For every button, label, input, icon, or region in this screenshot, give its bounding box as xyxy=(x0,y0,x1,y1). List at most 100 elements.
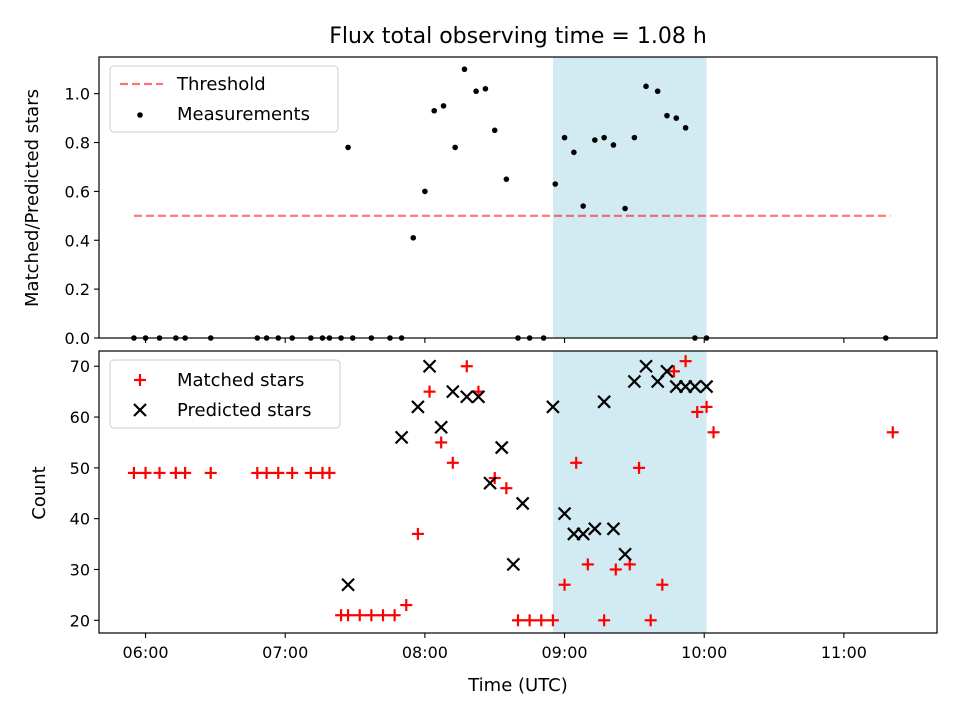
matched-star-marker xyxy=(179,466,192,479)
x-tick-label: 06:00 xyxy=(123,643,169,662)
predicted-star-marker xyxy=(471,389,486,404)
measurement-point xyxy=(461,66,468,73)
matched-star-marker xyxy=(388,609,401,622)
matched-legend-swatch xyxy=(134,374,146,386)
measurement-point xyxy=(440,103,447,109)
predicted-marker-b xyxy=(471,389,486,404)
predicted-star-marker xyxy=(494,440,509,455)
predicted-star-marker xyxy=(618,547,632,562)
x-axis-label: Time (UTC) xyxy=(467,675,568,696)
predicted-marker-b xyxy=(394,430,409,445)
matched-star-marker xyxy=(411,527,424,540)
measurement-point xyxy=(473,88,479,95)
matched-star-marker xyxy=(435,436,448,449)
matched-star-marker xyxy=(260,466,273,479)
predicted-marker-b xyxy=(446,384,460,399)
top-shaded-region xyxy=(552,57,707,338)
measurements-legend-swatch xyxy=(137,112,143,118)
matched-star-marker xyxy=(204,466,217,479)
predicted-star-marker xyxy=(460,389,474,404)
predicted-star-marker xyxy=(688,379,702,394)
top-y-tick-label: 0.6 xyxy=(65,182,90,201)
matched-star-marker xyxy=(679,355,692,368)
matched-star-marker xyxy=(342,609,355,622)
measurement-point xyxy=(345,144,351,151)
measurement-point xyxy=(552,181,559,187)
measurement-point xyxy=(631,134,638,141)
predicted-legend-label: Predicted stars xyxy=(177,400,311,421)
x-tick-label: 11:00 xyxy=(821,643,867,662)
bottom-legend: Matched stars Predicted stars xyxy=(109,359,341,429)
predicted-marker-b xyxy=(606,522,621,536)
matched-star-marker xyxy=(365,609,378,622)
predicted-star-marker xyxy=(627,374,642,389)
predicted-star-marker xyxy=(557,506,572,521)
measurement-point xyxy=(452,144,458,151)
top-plot-frame xyxy=(98,56,938,339)
predicted-star-marker xyxy=(434,420,448,434)
predicted-star-marker xyxy=(588,522,602,536)
measurement-point xyxy=(673,115,680,121)
matched-star-marker xyxy=(570,456,583,469)
top-y-tick-label: 0.0 xyxy=(65,329,90,348)
bottom-y-tick-label: 40 xyxy=(70,510,90,529)
top-y-tick-label: 0.4 xyxy=(65,231,90,250)
predicted-star-marker xyxy=(606,522,621,536)
matched-star-marker xyxy=(886,426,899,439)
matched-star-marker xyxy=(323,466,336,479)
measurement-point xyxy=(643,83,649,90)
matched-star-marker xyxy=(656,578,669,591)
predicted-marker-b xyxy=(660,364,674,379)
matched-star-marker xyxy=(139,466,152,479)
predicted-star-marker xyxy=(422,359,437,374)
measurement-point xyxy=(580,203,586,209)
chart-title: Flux total observing time = 1.08 h xyxy=(329,24,707,49)
x-tick-label: 07:00 xyxy=(262,643,308,662)
x-tick-label: 09:00 xyxy=(542,643,588,662)
measurement-point xyxy=(561,134,568,141)
matched-star-marker xyxy=(667,365,680,378)
predicted-star-marker xyxy=(515,496,530,511)
matched-star-marker xyxy=(286,466,299,479)
measurement-point xyxy=(664,112,670,119)
predicted-marker-b xyxy=(618,547,632,562)
measurement-point xyxy=(571,149,577,156)
matched-star-marker xyxy=(512,614,524,627)
measurement-point xyxy=(503,176,510,182)
top-legend-box xyxy=(109,65,339,133)
matched-star-marker xyxy=(598,614,611,627)
matched-star-marker xyxy=(446,456,459,469)
top-y-tick-label: 1.0 xyxy=(65,85,90,104)
top-y-tick-label: 0.2 xyxy=(65,280,90,299)
top-legend: Threshold Measurements xyxy=(109,65,339,133)
measurement-point xyxy=(410,235,417,241)
matched-star-marker xyxy=(535,614,548,627)
bottom-y-axis-label: Count xyxy=(29,466,50,519)
bottom-axis-ticks: 20 30 40 50 60 70 06:00 07:00 08:00 09:00 10:00 11:… xyxy=(70,357,867,662)
top-axis-ticks: 0.0 0.2 0.4 0.6 0.8 1.0 xyxy=(65,85,845,348)
predicted-marker-b xyxy=(699,379,714,394)
predicted-star-marker xyxy=(483,476,497,490)
matched-star-marker xyxy=(707,426,720,439)
matched-star-marker xyxy=(304,466,317,479)
matched-star-marker xyxy=(523,614,536,627)
matched-star-marker xyxy=(376,609,389,622)
matched-legend-label: Matched stars xyxy=(177,370,304,391)
matched-star-marker xyxy=(353,609,366,622)
predicted-marker-b xyxy=(576,527,590,541)
bottom-plot-frame xyxy=(98,350,938,634)
predicted-star-marker xyxy=(576,527,590,541)
measurement-point xyxy=(654,88,661,95)
predicted-marker-b xyxy=(506,557,521,572)
predicted-star-marker xyxy=(546,400,560,414)
top-y-tick-label: 0.8 xyxy=(65,134,90,153)
matched-star-marker xyxy=(272,466,285,479)
matched-star-marker xyxy=(153,466,166,479)
matched-star-marker xyxy=(423,385,436,398)
predicted-marker-b xyxy=(627,374,642,389)
predicted-star-marker xyxy=(506,557,521,572)
predicted-marker-b xyxy=(411,400,425,414)
measurement-point xyxy=(422,188,428,195)
predicted-marker-b xyxy=(688,379,702,394)
